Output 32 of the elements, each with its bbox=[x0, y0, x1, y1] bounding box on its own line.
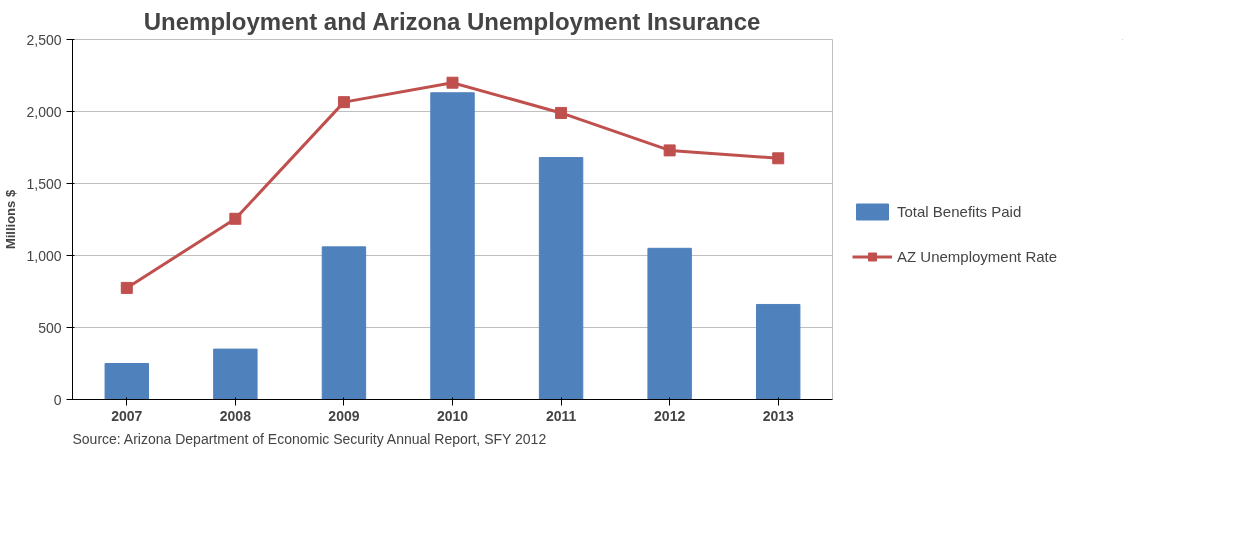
x-tick-label: 2013 bbox=[762, 407, 794, 424]
bar bbox=[756, 303, 801, 400]
y-tick-label: 2,000 bbox=[26, 103, 62, 120]
x-tick-label: 2012 bbox=[654, 407, 686, 424]
point bbox=[555, 106, 568, 119]
bar bbox=[538, 157, 584, 400]
y-tick-label: 1,500 bbox=[26, 175, 62, 192]
x-tick-label: 2010 bbox=[436, 407, 469, 424]
x-tick-label: 2007 bbox=[111, 407, 143, 424]
x-tick-label: 2009 bbox=[328, 407, 360, 424]
y-tick-label: 2,500 bbox=[26, 31, 62, 48]
legend-label: Total Benefits Paid bbox=[897, 202, 1022, 220]
y-tick-label: 0 bbox=[53, 391, 62, 408]
chart-title: Unemployment and Arizona Unemployment Insurance bbox=[143, 7, 761, 35]
bar bbox=[104, 363, 149, 400]
y-axis-title: Millions $ bbox=[3, 189, 19, 250]
point bbox=[663, 144, 676, 157]
bar bbox=[321, 246, 367, 400]
x-tick-label: 2011 bbox=[545, 407, 577, 424]
point bbox=[229, 212, 242, 225]
point bbox=[772, 152, 785, 165]
bar bbox=[430, 92, 475, 400]
point bbox=[337, 96, 350, 109]
y-tick-label: 1,000 bbox=[26, 247, 62, 264]
bar bbox=[647, 247, 692, 400]
y-tick-label: 500 bbox=[38, 319, 62, 336]
bar bbox=[213, 348, 258, 400]
point bbox=[120, 281, 133, 294]
x-tick-label: 2008 bbox=[219, 407, 252, 424]
point bbox=[446, 76, 459, 89]
source-note: Source: Arizona Department of Economic Security Annual Report, SFY 2012 bbox=[72, 430, 547, 447]
legend-label: AZ Unemployment Rate bbox=[897, 247, 1058, 265]
